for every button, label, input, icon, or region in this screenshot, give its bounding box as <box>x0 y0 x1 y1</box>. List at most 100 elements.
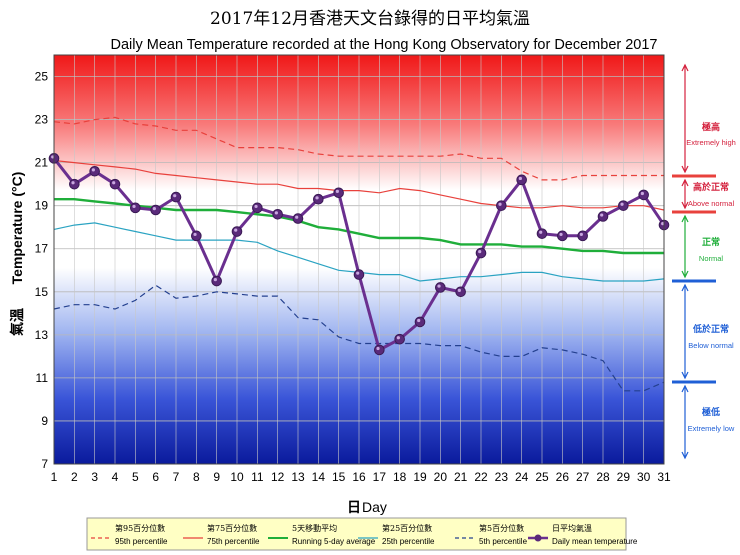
daily-point <box>211 275 222 287</box>
chart-title-zh: 2017年12月香港天文台錄得的日平均氣溫 <box>210 9 530 29</box>
daily-point <box>292 213 304 224</box>
x-tick-label: 8 <box>193 470 200 484</box>
x-axis-label-en: Day <box>362 499 387 515</box>
x-tick-label: 24 <box>515 470 529 484</box>
daily-point <box>69 178 80 190</box>
category-label-zh: 低於正常 <box>692 323 729 335</box>
x-tick-label: 3 <box>91 470 98 484</box>
category-label-zh: 極高 <box>701 121 720 133</box>
daily-point-highlight <box>91 168 95 172</box>
daily-point <box>516 174 527 186</box>
daily-point-highlight <box>335 189 339 193</box>
y-tick-label: 15 <box>35 285 49 299</box>
x-tick-label: 19 <box>413 470 427 484</box>
x-tick-label: 26 <box>556 470 570 484</box>
legend-label-zh: 第5百分位數 <box>479 523 524 533</box>
x-tick-label: 23 <box>495 470 509 484</box>
legend-label-zh: 5天移動平均 <box>292 523 337 533</box>
daily-point-highlight <box>213 278 217 282</box>
x-tick-label: 29 <box>617 470 631 484</box>
legend-label-en: 25th percentile <box>382 537 435 546</box>
daily-point <box>414 316 426 328</box>
daily-point-highlight <box>457 288 461 292</box>
daily-point <box>374 344 385 356</box>
plot-frame <box>53 54 665 465</box>
x-tick-label: 28 <box>596 470 610 484</box>
x-tick-label: 31 <box>657 470 671 484</box>
arrow-up-icon <box>681 178 689 187</box>
legend-box <box>86 517 627 551</box>
daily-point <box>638 189 649 201</box>
daily-point-highlight <box>193 232 197 237</box>
legend-marker <box>534 534 542 542</box>
arrow-up-icon <box>681 63 689 72</box>
x-tick-label: 13 <box>291 470 305 484</box>
series-line-p95 <box>53 116 664 181</box>
x-tick-label: 1 <box>51 470 58 484</box>
daily-point-highlight <box>559 232 563 237</box>
legend-label-en: Running 5-day average <box>292 537 376 546</box>
daily-point-highlight <box>600 213 604 217</box>
daily-point <box>333 187 344 199</box>
daily-point-highlight <box>417 318 421 323</box>
daily-point-highlight <box>640 191 644 196</box>
arrow-down-icon <box>681 165 689 174</box>
daily-point <box>231 226 243 237</box>
daily-point <box>475 247 487 259</box>
arrow-down-icon <box>681 201 689 210</box>
x-tick-label: 12 <box>271 470 285 484</box>
daily-point <box>150 204 161 216</box>
legend-label-en: Daily mean temperature <box>552 537 638 546</box>
arrow-up-icon <box>681 283 689 292</box>
y-tick-label: 17 <box>35 242 49 256</box>
daily-point-highlight <box>315 196 319 200</box>
y-tick-label: 25 <box>35 70 49 84</box>
daily-point-highlight <box>518 176 522 181</box>
arrow-down-icon <box>681 451 689 460</box>
category-label-en: Extremely low <box>688 424 735 433</box>
x-tick-label: 18 <box>393 470 407 484</box>
category-label-en: Below normal <box>688 341 734 350</box>
x-tick-label: 27 <box>576 470 590 484</box>
daily-point <box>170 191 182 203</box>
category-label-zh: 極低 <box>701 406 720 418</box>
daily-point-highlight <box>478 250 482 254</box>
daily-point <box>353 269 365 280</box>
legend-label-en: 75th percentile <box>207 537 260 546</box>
daily-point-highlight <box>437 284 441 288</box>
arrow-down-icon <box>681 371 689 380</box>
x-tick-label: 9 <box>213 470 220 484</box>
series-line-p75 <box>53 159 665 211</box>
arrow-down-icon <box>681 270 689 279</box>
x-tick-label: 25 <box>535 470 549 484</box>
daily-point <box>455 286 466 298</box>
y-tick-label: 23 <box>35 113 49 127</box>
x-tick-label: 10 <box>230 470 244 484</box>
daily-point-highlight <box>152 206 156 211</box>
daily-point <box>536 228 548 239</box>
daily-point-highlight <box>295 215 299 219</box>
daily-point-highlight <box>498 202 502 206</box>
legend-label-zh: 日平均氣溫 <box>552 523 592 533</box>
daily-point-highlight <box>71 181 75 185</box>
legend-label-en: 5th percentile <box>479 537 528 546</box>
legend-label-zh: 第75百分位數 <box>207 523 257 533</box>
x-tick-label: 21 <box>454 470 468 484</box>
daily-point <box>89 165 100 177</box>
x-tick-labels: 1 2 3 4 5 6 7 8 9 10 11 12 13 14 15 16 17 18 19 20 21 22 23 24 2… <box>51 470 671 484</box>
daily-point-highlight <box>396 336 400 340</box>
y-tick-labels: 7 9 11 13 15 17 19 21 23 25 <box>35 70 49 471</box>
series-lines <box>48 116 670 392</box>
category-label-zh: 高於正常 <box>693 181 729 193</box>
y-tick-label: 19 <box>35 199 49 213</box>
category-label-en: Above normal <box>688 199 735 208</box>
daily-point-highlight <box>539 230 543 234</box>
x-tick-label: 6 <box>152 470 159 484</box>
y-tick-label: 9 <box>41 414 48 428</box>
x-tick-label: 11 <box>251 470 264 484</box>
x-tick-label: 16 <box>352 470 366 484</box>
x-tick-label: 20 <box>434 470 448 484</box>
daily-point <box>272 208 283 220</box>
daily-point-highlight <box>376 346 380 351</box>
